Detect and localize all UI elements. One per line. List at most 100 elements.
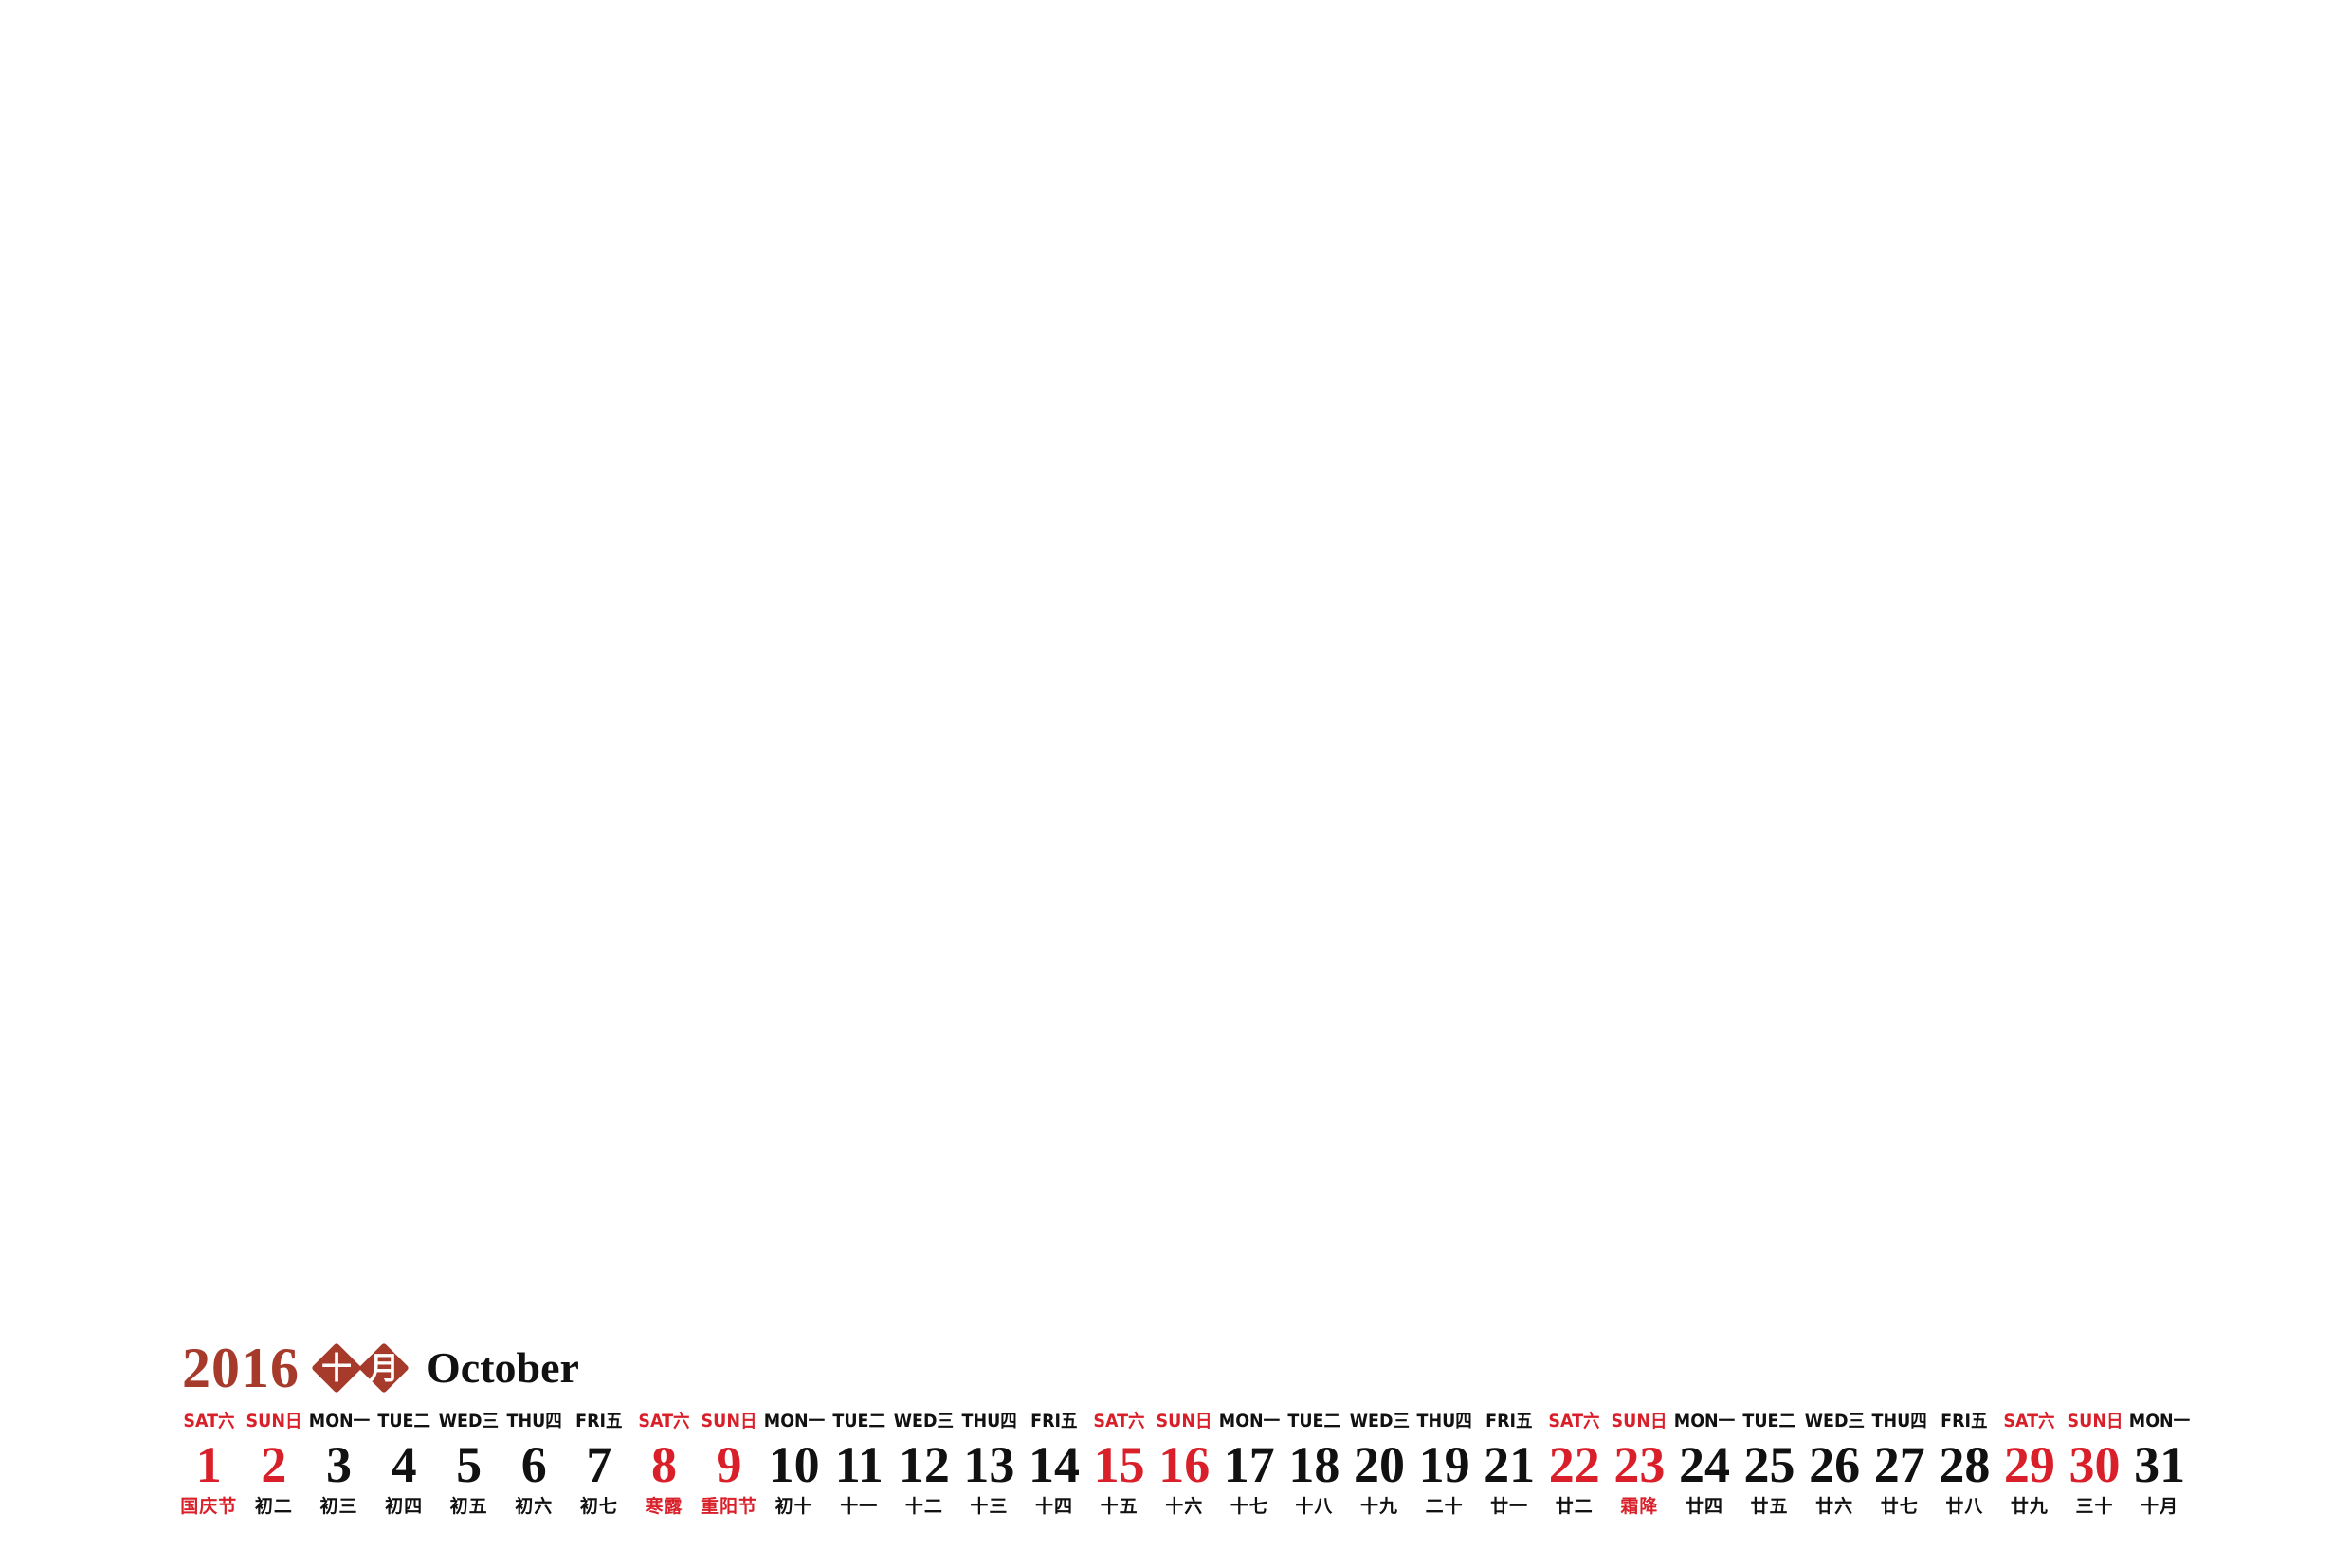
weekday-label: SUN日	[246, 1411, 302, 1431]
lunar-date-label: 初十	[775, 1496, 813, 1517]
day-column: MON一 10 初十	[761, 1409, 827, 1519]
month-badge-char-month: 月	[368, 1350, 399, 1386]
day-column: SAT六 22 廿二	[1541, 1409, 1607, 1519]
day-column: WED三 20 十九	[1347, 1409, 1412, 1519]
day-column: SUN日 2 初二	[242, 1409, 307, 1519]
lunar-date-label: 廿九	[2010, 1496, 2049, 1517]
lunar-date-label: 十月	[2141, 1496, 2179, 1517]
lunar-date-label: 十三	[970, 1496, 1009, 1517]
lunar-date-label: 廿四	[1685, 1496, 1723, 1517]
day-column: SUN日 23 霜降	[1607, 1409, 1672, 1519]
day-number: 5	[456, 1436, 483, 1493]
day-number: 31	[2134, 1436, 2186, 1493]
weekday-label: SUN日	[2067, 1411, 2123, 1431]
weekday-label: THU四	[961, 1411, 1017, 1431]
day-number: 25	[1743, 1436, 1795, 1493]
weekday-label: SUN日	[1156, 1411, 1212, 1431]
weekday-label: TUE二	[1287, 1411, 1341, 1431]
lunar-date-label: 寒露	[645, 1496, 683, 1517]
day-number: 3	[325, 1436, 352, 1493]
day-column: FRI五 7 初七	[567, 1409, 632, 1519]
day-column: THU四 27 廿七	[1867, 1409, 1932, 1519]
day-number: 23	[1613, 1436, 1666, 1493]
day-number: 28	[1939, 1436, 1991, 1493]
lunar-date-label: 重阳节	[701, 1496, 758, 1517]
day-column: MON一 31 十月	[2127, 1409, 2193, 1519]
weekday-label: WED三	[894, 1411, 955, 1431]
lunar-date-label: 三十	[2075, 1496, 2114, 1517]
weekday-label: WED三	[1804, 1411, 1865, 1431]
weekday-label: THU四	[506, 1411, 562, 1431]
lunar-date-label: 初六	[515, 1496, 554, 1517]
day-number: 12	[898, 1436, 950, 1493]
chinese-month-badge: 十 月	[311, 1342, 410, 1394]
day-column: TUE二 25 廿五	[1737, 1409, 1802, 1519]
day-number: 29	[2003, 1436, 2055, 1493]
weekday-label: SUN日	[701, 1411, 757, 1431]
month-name-english: October	[427, 1343, 579, 1392]
weekday-label: MON一	[308, 1411, 370, 1431]
lunar-date-label: 初四	[385, 1496, 424, 1517]
day-number: 15	[1093, 1436, 1145, 1493]
weekday-label: FRI五	[575, 1411, 623, 1431]
lunar-date-label: 初二	[254, 1496, 293, 1517]
day-column: THU四 13 十三	[957, 1409, 1022, 1519]
day-number: 10	[768, 1436, 820, 1493]
day-column: MON一 17 十七	[1217, 1409, 1283, 1519]
day-column: WED三 12 十二	[892, 1409, 957, 1519]
day-strip: SAT六 1 国庆节 SUN日 2 初二 MON一 3 初三 TUE二 4 初四 WED三 5 初五 THU四…	[176, 1409, 2192, 1519]
lunar-date-label: 廿五	[1750, 1496, 1789, 1517]
day-column: TUE二 4 初四	[372, 1409, 437, 1519]
year-label: 2016	[182, 1337, 300, 1399]
day-number: 1	[195, 1436, 222, 1493]
day-column: WED三 26 廿六	[1802, 1409, 1868, 1519]
lunar-date-label: 廿六	[1815, 1496, 1854, 1517]
weekday-label: SAT六	[1548, 1411, 1600, 1431]
lunar-date-label: 廿七	[1880, 1496, 1919, 1517]
day-column: TUE二 18 十八	[1282, 1409, 1347, 1519]
day-number: 6	[520, 1436, 547, 1493]
weekday-label: SAT六	[2003, 1411, 2056, 1431]
weekday-label: FRI五	[1485, 1411, 1533, 1431]
lunar-date-label: 十七	[1230, 1496, 1268, 1517]
day-column: FRI五 21 廿一	[1477, 1409, 1542, 1519]
lunar-date-label: 廿二	[1555, 1496, 1594, 1517]
day-number: 30	[2069, 1436, 2121, 1493]
weekday-label: MON一	[1673, 1411, 1736, 1431]
month-badge-diamond: 十	[311, 1342, 362, 1394]
day-number: 21	[1484, 1436, 1536, 1493]
day-column: FRI五 28 廿八	[1932, 1409, 1997, 1519]
day-number: 24	[1678, 1436, 1730, 1493]
day-number: 27	[1873, 1436, 1925, 1493]
lunar-date-label: 初三	[319, 1496, 358, 1517]
day-number: 19	[1418, 1436, 1470, 1493]
lunar-date-label: 国庆节	[180, 1496, 238, 1517]
day-column: SAT六 15 十五	[1086, 1409, 1152, 1519]
lunar-date-label: 霜降	[1620, 1496, 1659, 1517]
weekday-label: TUE二	[1742, 1411, 1796, 1431]
day-number: 18	[1288, 1436, 1340, 1493]
lunar-date-label: 十二	[904, 1496, 943, 1517]
month-badge-char-ten: 十	[320, 1350, 352, 1386]
weekday-label: TUE二	[832, 1411, 886, 1431]
day-column: TUE二 11 十一	[827, 1409, 892, 1519]
day-column: SAT六 29 廿九	[1997, 1409, 2063, 1519]
weekday-label: MON一	[763, 1411, 825, 1431]
day-number: 14	[1029, 1436, 1081, 1493]
day-column: FRI五 14 十四	[1022, 1409, 1087, 1519]
weekday-label: FRI五	[1941, 1411, 1989, 1431]
day-number: 26	[1809, 1436, 1861, 1493]
lunar-date-label: 初五	[449, 1496, 488, 1517]
day-number: 13	[963, 1436, 1015, 1493]
day-number: 9	[716, 1436, 742, 1493]
weekday-label: SUN日	[1611, 1411, 1668, 1431]
lunar-date-label: 二十	[1425, 1496, 1464, 1517]
day-number: 7	[586, 1436, 612, 1493]
day-number: 17	[1223, 1436, 1275, 1493]
day-number: 16	[1158, 1436, 1211, 1493]
weekday-label: SAT六	[183, 1411, 235, 1431]
day-column: MON一 24 廿四	[1672, 1409, 1738, 1519]
lunar-date-label: 十九	[1359, 1496, 1398, 1517]
day-column: SUN日 30 三十	[2062, 1409, 2127, 1519]
day-number: 20	[1353, 1436, 1405, 1493]
